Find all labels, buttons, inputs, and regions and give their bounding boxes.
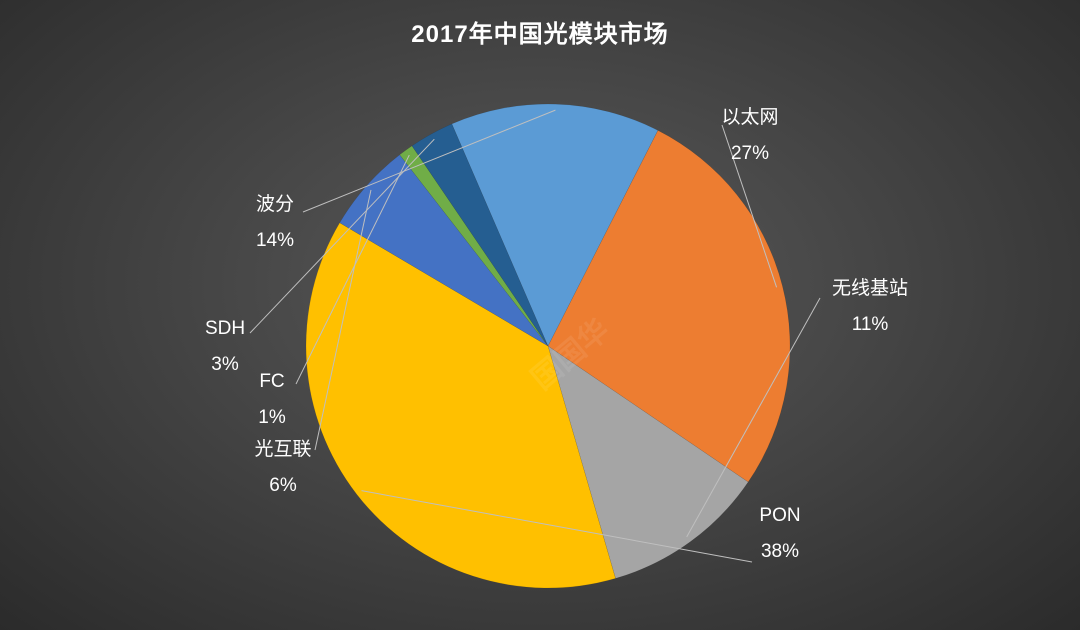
slice-value-label-0: 27%	[731, 143, 769, 164]
leader-line-0	[721, 124, 778, 288]
chart-title: 2017年中国光模块市场	[411, 21, 669, 48]
slice-value-label-6: 14%	[256, 230, 294, 251]
slice-value-label-3: 6%	[269, 475, 297, 496]
pie-slice-2	[305, 222, 616, 589]
pie-slice-0	[547, 130, 791, 483]
leader-line-3	[314, 189, 372, 451]
leader-line-6	[302, 109, 556, 213]
slice-category-label-5: SDH	[205, 318, 245, 339]
leader-line-1	[686, 297, 821, 538]
slice-category-label-2: PON	[759, 505, 800, 526]
slice-category-label-1: 无线基站	[832, 277, 908, 299]
pie-slices	[305, 103, 791, 589]
slice-labels: 以太网 27% 无线基站 11% PON 38% 光互联 6% FC 1% SDH 3% 波分 14%	[205, 106, 908, 562]
leader-lines	[249, 109, 821, 563]
pie-slice-5	[411, 123, 549, 347]
leader-line-4	[295, 154, 410, 385]
slice-value-label-5: 3%	[211, 354, 239, 375]
slice-category-label-6: 波分	[256, 193, 294, 215]
pie-slice-1	[547, 345, 749, 579]
slice-category-label-3: 光互联	[254, 438, 311, 460]
leader-line-2	[361, 490, 753, 563]
slice-value-label-2: 38%	[761, 541, 799, 562]
pie-slice-6	[451, 103, 659, 347]
slice-category-label-4: FC	[259, 371, 284, 392]
pie-slice-4	[399, 145, 549, 347]
slice-category-label-0: 以太网	[721, 106, 778, 128]
slice-value-label-1: 11%	[852, 314, 889, 335]
slice-value-label-4: 1%	[258, 407, 286, 428]
